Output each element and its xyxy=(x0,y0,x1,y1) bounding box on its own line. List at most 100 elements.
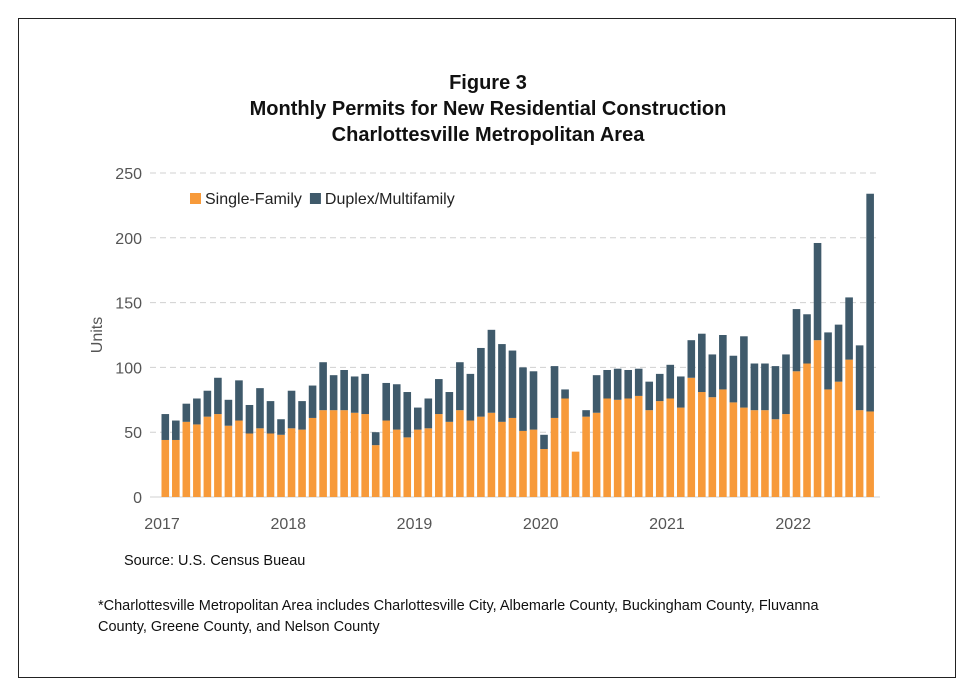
bar-duplex-multifamily xyxy=(403,392,412,438)
bar-duplex-multifamily xyxy=(866,193,874,412)
bar-duplex-multifamily xyxy=(750,363,759,411)
x-tick-label: 2019 xyxy=(397,516,433,533)
bar-single-family xyxy=(287,428,296,497)
bar-duplex-multifamily xyxy=(845,297,853,360)
x-tick-label: 2018 xyxy=(270,516,306,533)
bar-single-family xyxy=(371,445,380,497)
bar-duplex-multifamily xyxy=(371,432,380,446)
bar-duplex-multifamily xyxy=(761,363,769,411)
bar-duplex-multifamily xyxy=(298,401,306,430)
bar-single-family xyxy=(413,429,422,497)
bar-duplex-multifamily xyxy=(477,347,485,417)
bar-single-family xyxy=(603,398,611,497)
x-tick-label: 2017 xyxy=(144,516,180,533)
bar-single-family xyxy=(319,410,327,497)
bar-single-family xyxy=(466,420,475,497)
bar-single-family xyxy=(550,417,559,497)
bar-duplex-multifamily xyxy=(350,376,359,413)
bar-duplex-multifamily xyxy=(655,373,664,402)
bar-single-family xyxy=(456,410,464,497)
bar-single-family xyxy=(834,381,843,497)
bar-single-family xyxy=(634,395,643,497)
bar-duplex-multifamily xyxy=(834,324,843,382)
bar-single-family xyxy=(561,398,569,497)
chart-subtitle-1: Monthly Permits for New Residential Cons… xyxy=(249,98,727,120)
bar-duplex-multifamily xyxy=(792,309,801,372)
bar-duplex-multifamily xyxy=(698,333,706,393)
y-tick-label: 100 xyxy=(115,360,142,377)
bar-duplex-multifamily xyxy=(813,242,822,341)
bar-duplex-multifamily xyxy=(424,398,433,429)
bar-single-family xyxy=(424,428,433,497)
bar-duplex-multifamily xyxy=(224,399,233,426)
bar-duplex-multifamily xyxy=(824,332,832,390)
bar-duplex-multifamily xyxy=(361,373,369,415)
bar-single-family xyxy=(256,428,264,497)
bar-duplex-multifamily xyxy=(666,364,675,399)
legend-label: Single-Family xyxy=(205,191,302,208)
bar-single-family xyxy=(277,434,285,497)
bar-duplex-multifamily xyxy=(340,369,348,411)
bar-single-family xyxy=(582,416,590,497)
bar-duplex-multifamily xyxy=(203,390,212,417)
bar-single-family xyxy=(161,439,170,497)
bar-single-family xyxy=(298,429,306,497)
bar-single-family xyxy=(803,363,811,497)
bar-single-family xyxy=(245,433,254,497)
y-tick-label: 200 xyxy=(115,231,142,248)
bar-single-family xyxy=(203,416,212,497)
bar-single-family xyxy=(813,340,822,497)
bar-single-family xyxy=(571,451,580,497)
bar-single-family xyxy=(792,371,801,497)
bar-duplex-multifamily xyxy=(624,369,632,399)
bar-single-family xyxy=(708,397,717,497)
legend-swatch xyxy=(190,193,201,204)
bar-duplex-multifamily xyxy=(287,390,296,429)
bar-single-family xyxy=(529,429,538,497)
bar-single-family xyxy=(361,414,369,497)
bar-single-family xyxy=(676,407,685,497)
bar-duplex-multifamily xyxy=(445,392,454,422)
bar-duplex-multifamily xyxy=(803,314,811,364)
bar-duplex-multifamily xyxy=(771,366,780,420)
bar-duplex-multifamily xyxy=(613,368,622,400)
bar-duplex-multifamily xyxy=(392,384,401,430)
bar-single-family xyxy=(771,419,780,497)
source-note: Source: U.S. Census Bueau xyxy=(124,553,306,569)
bar-duplex-multifamily xyxy=(592,375,601,413)
bar-single-family xyxy=(761,410,769,497)
bar-duplex-multifamily xyxy=(193,398,201,425)
bar-duplex-multifamily xyxy=(235,380,243,421)
bar-single-family xyxy=(445,421,454,497)
bar-single-family xyxy=(740,407,748,497)
bar-single-family xyxy=(519,430,527,497)
bar-single-family xyxy=(350,412,359,497)
bar-duplex-multifamily xyxy=(676,376,685,408)
bar-single-family xyxy=(845,359,853,497)
bar-single-family xyxy=(592,412,601,497)
bar-single-family xyxy=(308,417,317,497)
bar-single-family xyxy=(235,420,243,497)
bar-duplex-multifamily xyxy=(855,345,864,411)
bar-single-family xyxy=(403,437,412,497)
bar-duplex-multifamily xyxy=(456,362,464,411)
bar-single-family xyxy=(392,429,401,497)
bar-duplex-multifamily xyxy=(540,434,548,450)
bar-duplex-multifamily xyxy=(256,388,264,429)
bar-single-family xyxy=(193,424,201,497)
bar-duplex-multifamily xyxy=(413,407,422,430)
bar-single-family xyxy=(477,416,485,497)
bar-single-family xyxy=(182,421,191,497)
bar-duplex-multifamily xyxy=(319,362,327,411)
x-tick-label: 2020 xyxy=(523,516,559,533)
y-tick-label: 50 xyxy=(124,425,142,442)
bar-single-family xyxy=(172,439,180,497)
bar-duplex-multifamily xyxy=(740,336,748,408)
bar-single-family xyxy=(214,414,222,497)
bar-single-family xyxy=(719,389,727,497)
bar-duplex-multifamily xyxy=(529,371,538,430)
bar-single-family xyxy=(624,398,632,497)
bar-single-family xyxy=(866,411,874,497)
bar-single-family xyxy=(666,398,675,497)
